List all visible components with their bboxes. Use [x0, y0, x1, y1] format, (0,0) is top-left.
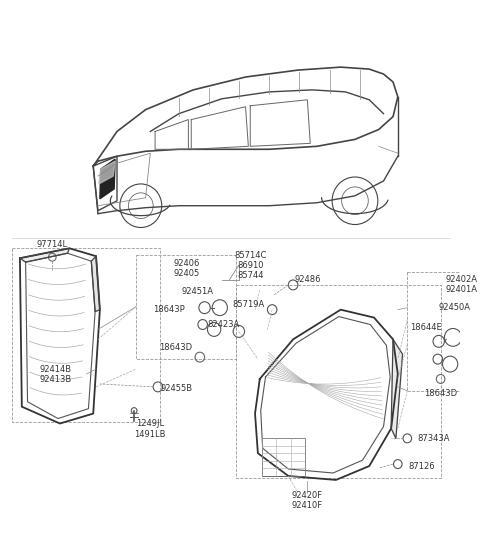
Polygon shape — [100, 159, 115, 199]
Bar — [236, 285, 441, 478]
Text: 92450A: 92450A — [439, 303, 471, 312]
Text: 92406: 92406 — [173, 259, 200, 268]
Text: 1249JL: 1249JL — [136, 419, 164, 428]
Text: 85719A: 85719A — [232, 300, 264, 309]
Text: 92410F: 92410F — [292, 501, 323, 510]
Text: 87126: 87126 — [408, 461, 435, 470]
Text: 97714L: 97714L — [36, 240, 68, 249]
Text: 92405: 92405 — [173, 268, 200, 278]
Text: 92486: 92486 — [294, 275, 321, 284]
Text: 92402A: 92402A — [445, 275, 478, 284]
Text: 92413B: 92413B — [39, 375, 71, 384]
Text: 92455B: 92455B — [161, 384, 193, 394]
Text: 92420F: 92420F — [292, 491, 323, 500]
Text: 18643P: 18643P — [154, 305, 185, 314]
Text: 92401A: 92401A — [445, 285, 478, 294]
Bar — [136, 255, 236, 359]
Polygon shape — [391, 339, 403, 438]
Bar — [408, 272, 480, 391]
Text: 18643D: 18643D — [159, 343, 192, 352]
Text: 1491LB: 1491LB — [134, 430, 166, 439]
Polygon shape — [20, 248, 70, 262]
Polygon shape — [91, 256, 100, 312]
Text: 87343A: 87343A — [418, 434, 450, 443]
Text: 86910: 86910 — [237, 261, 264, 269]
Text: 85744: 85744 — [237, 270, 264, 279]
Text: 92414B: 92414B — [39, 364, 71, 374]
Text: 18644E: 18644E — [410, 323, 442, 332]
Text: 18643D: 18643D — [424, 389, 457, 399]
Polygon shape — [99, 161, 115, 184]
Text: 92451A: 92451A — [182, 288, 214, 296]
Text: 85714C: 85714C — [234, 251, 266, 259]
Bar — [12, 248, 160, 422]
Text: 82423A: 82423A — [207, 320, 240, 329]
